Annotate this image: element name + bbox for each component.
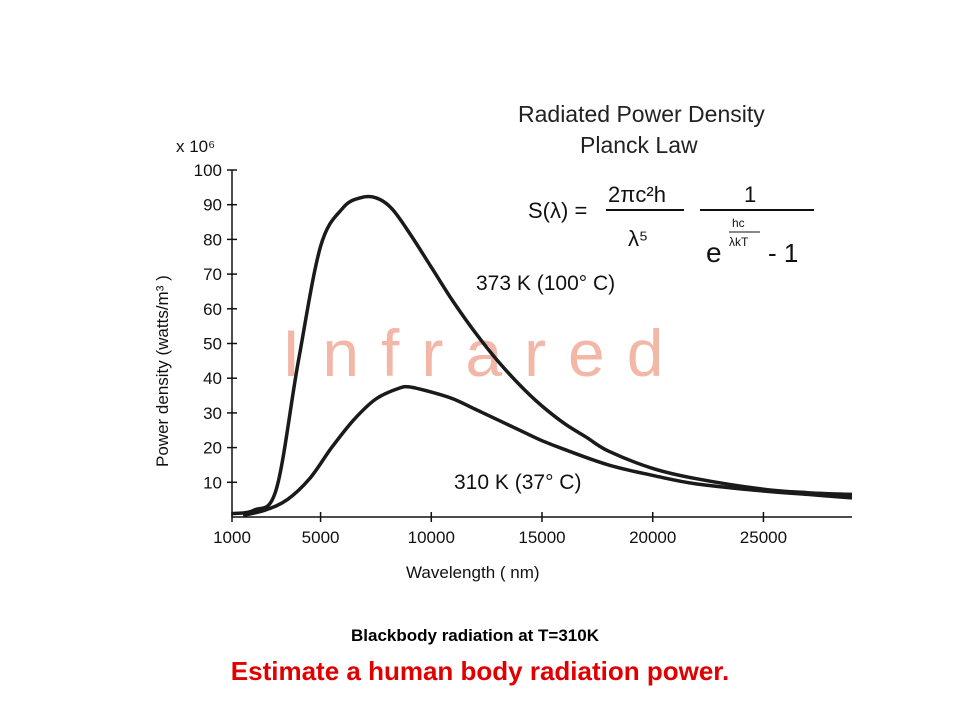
y-tick-label: 100 bbox=[194, 161, 222, 180]
x-tick-label: 15000 bbox=[518, 528, 565, 547]
x-tick-label: 10000 bbox=[408, 528, 455, 547]
x-tick-label: 1000 bbox=[213, 528, 251, 547]
formula-exp-base: e bbox=[706, 237, 722, 268]
formula-numerator-2: 1 bbox=[744, 182, 756, 207]
formula-denominator-1: λ⁵ bbox=[628, 226, 648, 251]
chart-subtitle: Planck Law bbox=[580, 132, 698, 158]
y-tick-label: 60 bbox=[203, 300, 222, 319]
x-tick-label: 20000 bbox=[629, 528, 676, 547]
y-tick-label: 20 bbox=[203, 439, 222, 458]
y-tick-label: 10 bbox=[203, 473, 222, 492]
planck-formula: S(λ) = 2πc²h λ⁵ 1 e hc λkT - 1 bbox=[528, 182, 814, 268]
x-tick-label: 25000 bbox=[740, 528, 787, 547]
y-tick-label: 40 bbox=[203, 369, 222, 388]
chart-title: Radiated Power Density bbox=[518, 101, 765, 127]
y-tick-label: 50 bbox=[203, 335, 222, 354]
x-ticks: 1000 5000 10000 15000 20000 25000 bbox=[213, 512, 787, 547]
watermark-text: Infrared bbox=[282, 316, 685, 390]
formula-lhs: S(λ) = bbox=[528, 198, 587, 223]
caption-estimate: Estimate a human body radiation power. bbox=[230, 656, 730, 686]
series-label-310k: 310 K (37° C) bbox=[454, 471, 581, 494]
formula-numerator-1: 2πc²h bbox=[608, 182, 666, 207]
formula-exp-numerator: hc bbox=[732, 216, 745, 230]
series-line-310k bbox=[242, 384, 853, 518]
y-multiplier: x 10⁶ bbox=[176, 137, 215, 156]
y-tick-label: 70 bbox=[203, 265, 222, 284]
x-tick-label: 5000 bbox=[302, 528, 340, 547]
y-axis-title: Power density (watts/m³ ) bbox=[153, 275, 172, 467]
series-line-373k bbox=[231, 194, 853, 516]
y-tick-label: 80 bbox=[203, 230, 222, 249]
caption-blackbody: Blackbody radiation at T=310K bbox=[351, 626, 599, 645]
formula-minus-one: - 1 bbox=[768, 238, 798, 268]
x-axis-title: Wavelength ( nm) bbox=[406, 563, 540, 582]
series-label-373k: 373 K (100° C) bbox=[476, 272, 615, 295]
formula-exp-denominator: λkT bbox=[729, 235, 749, 249]
y-ticks: 10 20 30 40 50 60 70 80 90 100 bbox=[194, 161, 237, 492]
y-tick-label: 30 bbox=[203, 404, 222, 423]
y-tick-label: 90 bbox=[203, 196, 222, 215]
